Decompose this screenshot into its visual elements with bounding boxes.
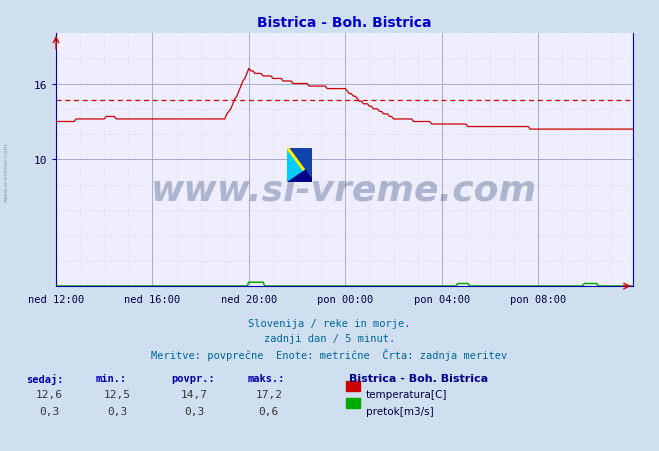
- Text: pon 08:00: pon 08:00: [510, 295, 566, 305]
- Polygon shape: [287, 149, 312, 183]
- Text: 0,3: 0,3: [185, 406, 204, 416]
- Polygon shape: [287, 149, 312, 183]
- Text: min.:: min.:: [96, 373, 127, 383]
- Text: ned 20:00: ned 20:00: [221, 295, 277, 305]
- Text: 14,7: 14,7: [181, 389, 208, 399]
- Text: Meritve: povprečne  Enote: metrične  Črta: zadnja meritev: Meritve: povprečne Enote: metrične Črta:…: [152, 348, 507, 360]
- Text: ned 12:00: ned 12:00: [28, 295, 84, 305]
- Text: www.si-vreme.com: www.si-vreme.com: [152, 174, 537, 207]
- Title: Bistrica - Boh. Bistrica: Bistrica - Boh. Bistrica: [257, 16, 432, 30]
- Text: pon 04:00: pon 04:00: [414, 295, 470, 305]
- Text: povpr.:: povpr.:: [171, 373, 215, 383]
- Text: 12,5: 12,5: [104, 389, 130, 399]
- Text: Bistrica - Boh. Bistrica: Bistrica - Boh. Bistrica: [349, 373, 488, 383]
- Polygon shape: [287, 166, 312, 183]
- Text: Slovenija / reke in morje.: Slovenija / reke in morje.: [248, 318, 411, 328]
- Text: pretok[m3/s]: pretok[m3/s]: [366, 406, 434, 416]
- Text: www.si-vreme.com: www.si-vreme.com: [4, 142, 9, 201]
- Text: temperatura[C]: temperatura[C]: [366, 389, 447, 399]
- Text: sedaj:: sedaj:: [26, 373, 64, 384]
- Polygon shape: [287, 149, 312, 183]
- Text: 0,3: 0,3: [40, 406, 59, 416]
- Text: 12,6: 12,6: [36, 389, 63, 399]
- Text: ned 16:00: ned 16:00: [125, 295, 181, 305]
- Polygon shape: [291, 149, 312, 178]
- Text: 0,6: 0,6: [259, 406, 279, 416]
- Text: pon 00:00: pon 00:00: [317, 295, 374, 305]
- Text: 17,2: 17,2: [256, 389, 282, 399]
- Text: 0,3: 0,3: [107, 406, 127, 416]
- Text: maks.:: maks.:: [247, 373, 285, 383]
- Text: zadnji dan / 5 minut.: zadnji dan / 5 minut.: [264, 333, 395, 343]
